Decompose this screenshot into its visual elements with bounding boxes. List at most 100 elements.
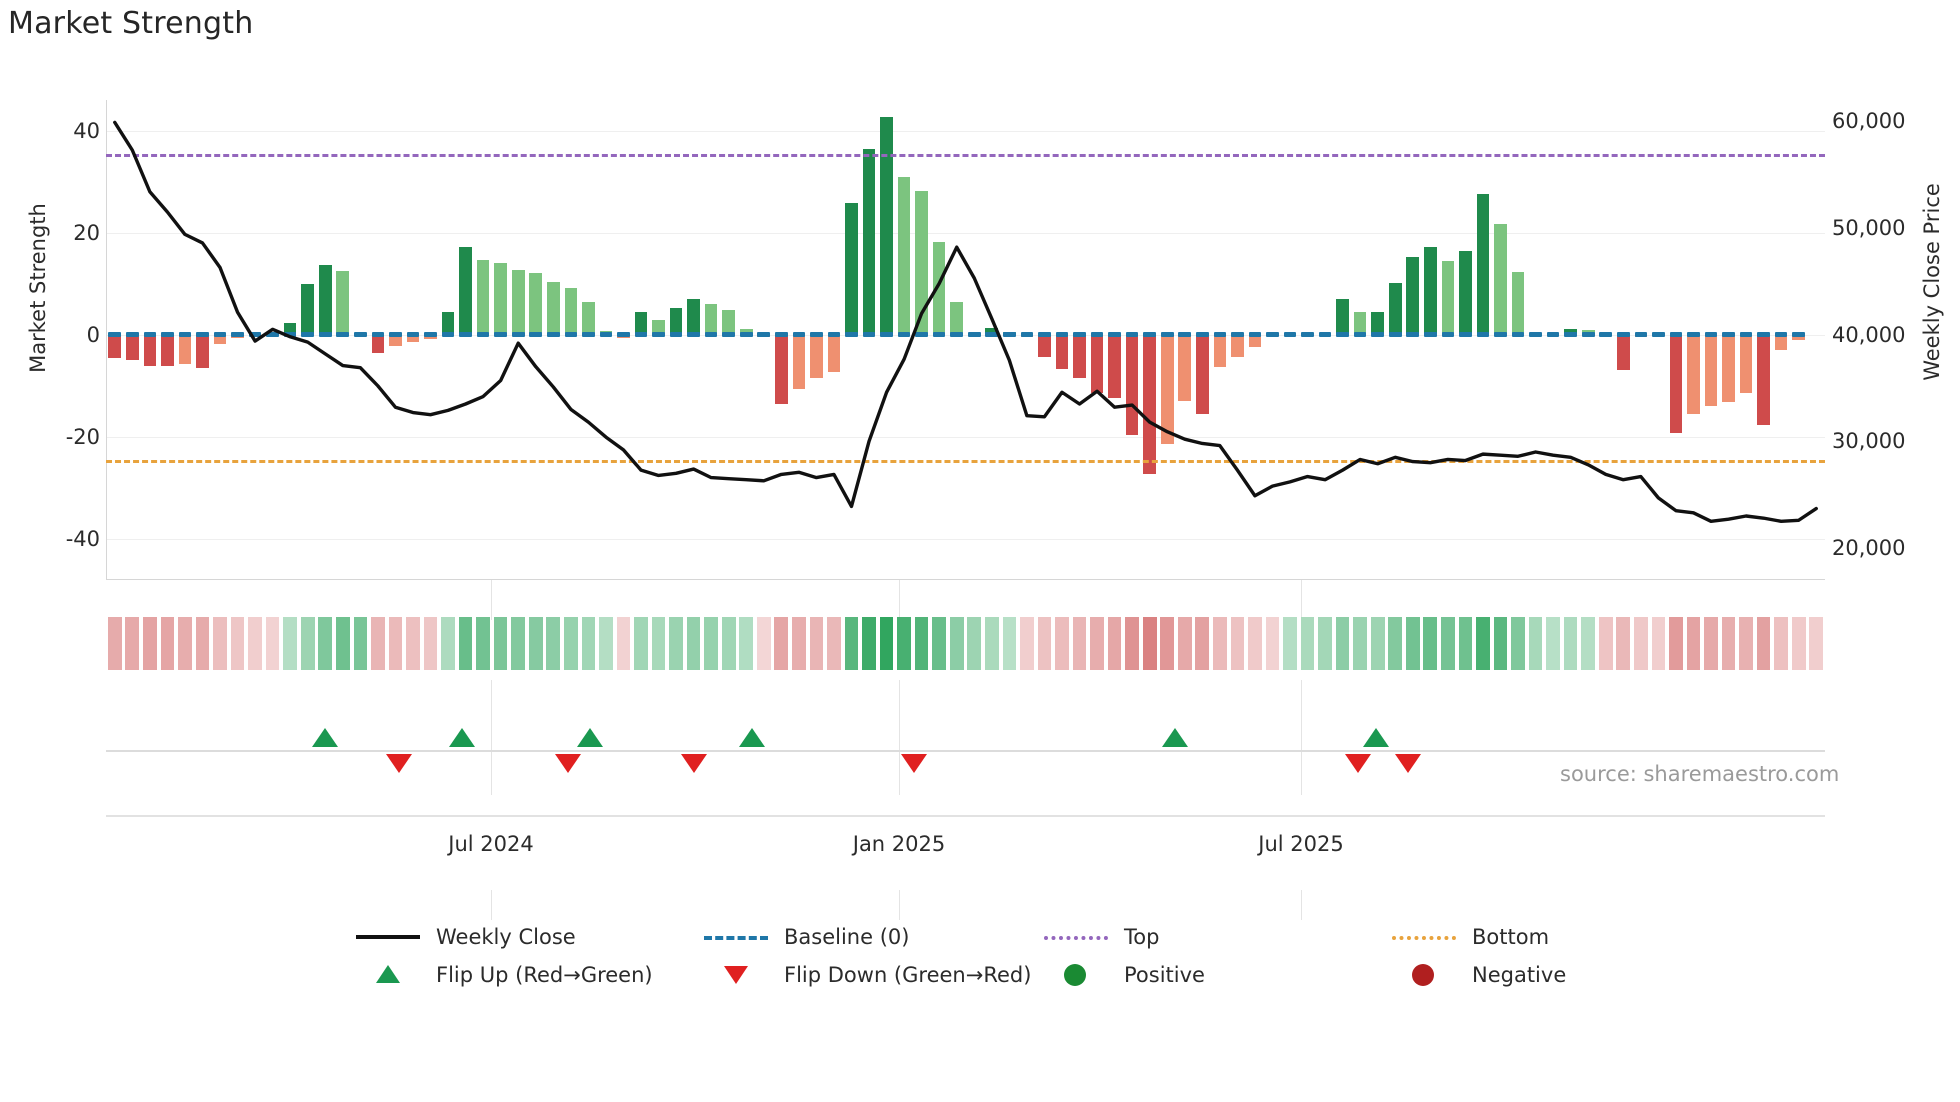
baseline-segment	[1722, 332, 1735, 338]
legend-item[interactable]: Flip Up (Red→Green)	[352, 958, 653, 992]
strength-bar	[1143, 334, 1156, 475]
baseline-segment	[1301, 332, 1314, 338]
strength-bar	[1441, 261, 1455, 335]
heat-cell	[1388, 617, 1403, 670]
strength-bar	[546, 282, 560, 335]
top-threshold-line	[106, 153, 1825, 157]
strength-bar	[669, 308, 683, 335]
heat-cell	[774, 617, 789, 670]
heat-cell	[265, 617, 280, 670]
legend-line-dotted-icon	[1044, 936, 1108, 940]
baseline-segment	[1652, 332, 1665, 338]
baseline-segment	[722, 332, 735, 338]
baseline-segment	[336, 332, 350, 338]
legend-item[interactable]: Weekly Close	[352, 920, 576, 954]
baseline-segment	[389, 332, 402, 338]
baseline-segment	[1459, 332, 1472, 338]
baseline-segment	[810, 332, 823, 338]
legend-item[interactable]: Negative	[1388, 958, 1566, 992]
gridline	[106, 130, 1825, 132]
heat-cell	[756, 617, 771, 670]
flip-up-marker	[1162, 728, 1188, 747]
weekly-close-line	[113, 120, 1818, 524]
heat-cell	[528, 617, 543, 670]
heat-cell	[862, 617, 876, 670]
strength-bar	[494, 263, 507, 335]
heat-cell	[1020, 617, 1034, 670]
baseline-segment	[1406, 332, 1420, 338]
flip-down-marker	[681, 754, 707, 773]
heat-cell	[371, 617, 385, 670]
chart-legend: Weekly Close Baseline (0) Top Bottom Flip Up…	[0, 920, 1960, 1030]
heat-cell	[1002, 617, 1017, 670]
flip-marker-row	[106, 690, 1825, 820]
legend-label: Top	[1124, 925, 1160, 949]
strength-bar	[1090, 334, 1104, 393]
legend-label: Negative	[1472, 963, 1567, 987]
legend-item[interactable]: Positive	[1040, 958, 1205, 992]
baseline-segment	[687, 332, 700, 338]
baseline-segment	[897, 332, 911, 338]
source-note: source: sharemaestro.com	[1560, 762, 1840, 786]
flip-down-marker	[1395, 754, 1421, 773]
heat-cell	[563, 617, 578, 670]
baseline-segment	[775, 332, 788, 338]
legend-item[interactable]: Bottom	[1388, 920, 1549, 954]
legend-glyph	[700, 925, 772, 949]
strength-bar	[1108, 334, 1121, 399]
strength-bar	[143, 334, 157, 366]
y-tick-right: 30,000	[1832, 429, 1906, 454]
heat-cell	[1090, 617, 1104, 670]
y-tick-left: 40	[73, 118, 100, 143]
heat-cell	[178, 617, 192, 670]
legend-glyph	[700, 963, 772, 987]
legend-item[interactable]: Flip Down (Green→Red)	[700, 958, 1031, 992]
heat-cell	[1581, 617, 1596, 670]
strength-bar	[1371, 312, 1385, 335]
heat-cell	[1300, 617, 1315, 670]
legend-item[interactable]: Baseline (0)	[700, 920, 909, 954]
heat-cell	[1195, 617, 1210, 670]
heat-cell	[1669, 617, 1683, 670]
baseline-segment	[1529, 332, 1542, 338]
strength-bar	[283, 322, 297, 335]
heat-cell	[932, 617, 947, 670]
strength-bar	[511, 270, 525, 335]
strength-bar	[1424, 247, 1437, 335]
legend-line-dashed-icon	[704, 936, 768, 940]
baseline-segment	[1160, 332, 1174, 338]
heat-cell	[967, 617, 982, 670]
strength-bar	[108, 334, 122, 359]
heat-cell	[1283, 617, 1297, 670]
flip-axis-line-lower	[106, 815, 1825, 817]
gridline	[106, 437, 1825, 439]
baseline-segment	[1143, 332, 1156, 338]
x-tick-mark	[1301, 890, 1302, 920]
x-tick-mark	[1301, 580, 1302, 620]
baseline-segment	[739, 332, 753, 338]
baseline-segment	[1669, 332, 1683, 338]
heat-cell	[1476, 617, 1490, 670]
baseline-segment	[511, 332, 525, 338]
x-tick-mark	[491, 890, 492, 920]
heat-cell	[844, 617, 859, 670]
legend-item[interactable]: Top	[1040, 920, 1159, 954]
baseline-segment	[459, 332, 472, 338]
strength-bar	[1336, 299, 1349, 335]
heat-cell	[458, 617, 473, 670]
strength-bar	[125, 334, 139, 361]
heat-cell	[388, 617, 403, 670]
baseline-segment	[827, 332, 841, 338]
baseline-segment	[1108, 332, 1121, 338]
strength-bar	[1722, 334, 1735, 403]
main-plot-area	[106, 100, 1825, 580]
strength-bar	[529, 272, 543, 335]
x-tick-mark	[1301, 680, 1302, 795]
heat-cell	[1335, 617, 1350, 670]
strength-bar	[792, 334, 806, 389]
heat-cell	[669, 617, 683, 670]
heat-cell	[581, 617, 596, 670]
heat-cell	[1423, 617, 1438, 670]
strength-bar	[476, 260, 490, 335]
baseline-segment	[757, 332, 771, 338]
